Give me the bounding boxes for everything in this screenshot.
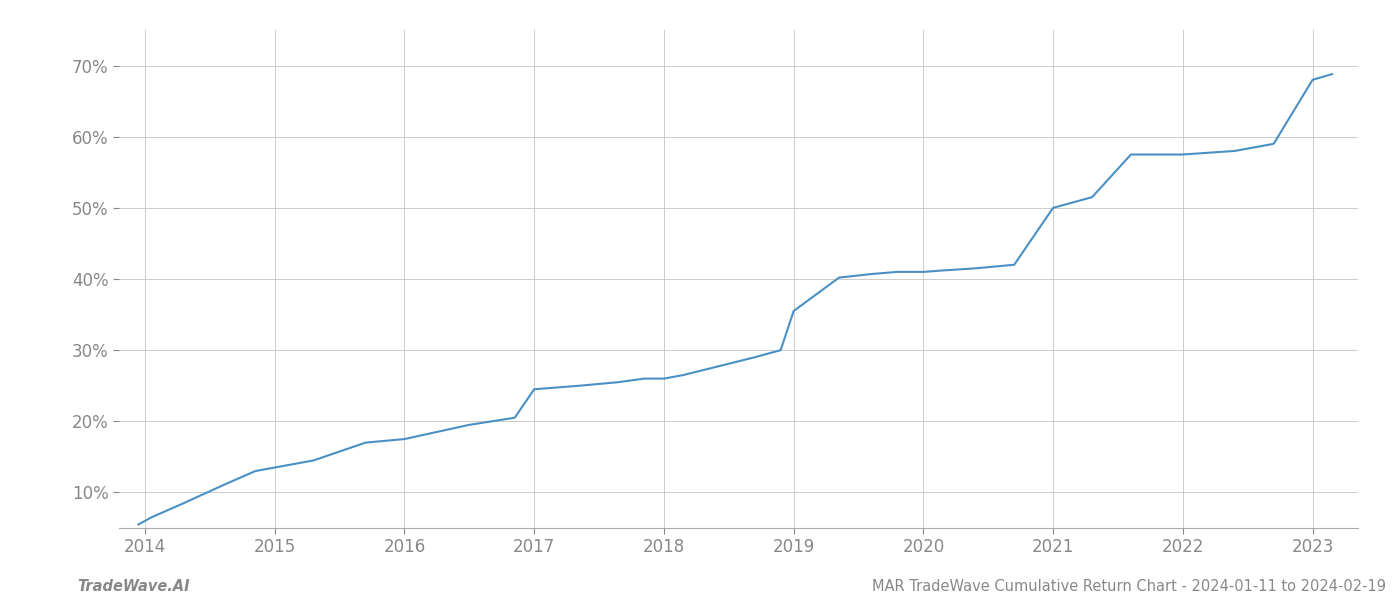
Text: MAR TradeWave Cumulative Return Chart - 2024-01-11 to 2024-02-19: MAR TradeWave Cumulative Return Chart - … — [872, 579, 1386, 594]
Text: TradeWave.AI: TradeWave.AI — [77, 579, 189, 594]
